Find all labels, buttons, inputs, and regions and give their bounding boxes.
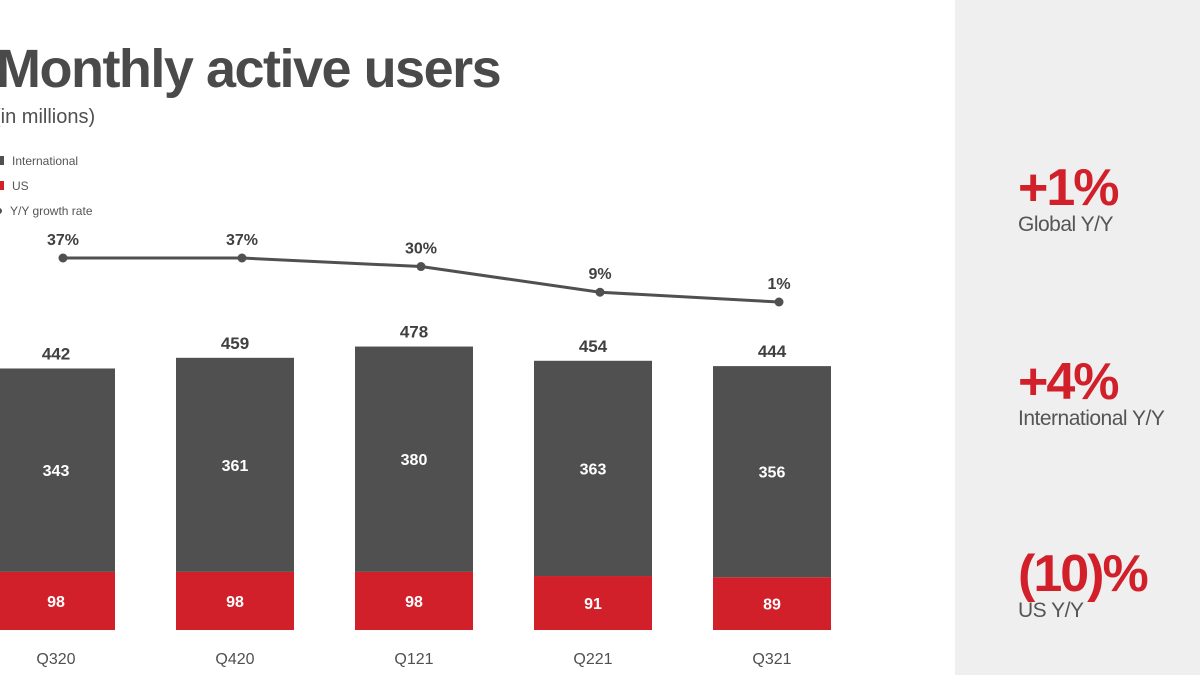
growth-label-Q221: 9% bbox=[588, 266, 611, 283]
growth-point-Q320 bbox=[58, 253, 68, 263]
label-total-Q121: 478 bbox=[400, 323, 428, 342]
bar-international-Q221 bbox=[534, 360, 652, 577]
label-international-Q420: 361 bbox=[222, 458, 249, 475]
label-us-Q420: 98 bbox=[226, 594, 244, 611]
tick-label-Q221: Q221 bbox=[573, 651, 612, 668]
label-us-Q121: 98 bbox=[405, 594, 423, 611]
legend: International US Y/Y growth rate bbox=[0, 148, 93, 223]
tick-label-Q321: Q321 bbox=[752, 651, 791, 668]
bar-us-Q321 bbox=[713, 577, 831, 630]
tick-label-Q121: Q121 bbox=[394, 651, 433, 668]
legend-label-international: International bbox=[12, 153, 79, 168]
label-total-Q321: 444 bbox=[758, 342, 787, 361]
bar-international-Q121 bbox=[355, 346, 473, 572]
stat-global-value: +1% bbox=[1018, 159, 1120, 217]
bar-us-Q320 bbox=[0, 571, 115, 630]
legend-item-growth-rate: Y/Y growth rate bbox=[0, 198, 93, 223]
label-total-Q221: 454 bbox=[579, 337, 608, 356]
legend-marker-growth-rate bbox=[0, 207, 2, 214]
growth-point-Q321 bbox=[774, 297, 784, 307]
bar-international-Q420 bbox=[176, 357, 294, 572]
bar-international-Q321 bbox=[713, 366, 831, 578]
legend-item-us: US bbox=[0, 173, 93, 198]
growth-label-Q320: 37% bbox=[47, 232, 79, 249]
label-international-Q321: 356 bbox=[759, 465, 786, 482]
legend-swatch-us bbox=[0, 181, 4, 190]
stat-us-value: (10)% bbox=[1018, 545, 1149, 603]
growth-point-Q420 bbox=[237, 253, 247, 263]
label-total-Q320: 442 bbox=[42, 344, 70, 363]
stat-international-value: +4% bbox=[1018, 353, 1120, 411]
chart-subtitle: (in millions) bbox=[0, 106, 96, 128]
stat-us-label: US Y/Y bbox=[1018, 599, 1084, 622]
label-international-Q221: 363 bbox=[580, 461, 607, 478]
legend-label-us: US bbox=[12, 178, 29, 193]
bar-international-Q320 bbox=[0, 368, 115, 572]
stat-global: +1% Global Y/Y bbox=[1018, 159, 1120, 236]
tick-label-Q420: Q420 bbox=[215, 651, 254, 668]
growth-label-Q321: 1% bbox=[767, 276, 790, 293]
label-total-Q420: 459 bbox=[221, 334, 249, 353]
stat-international-label: International Y/Y bbox=[1018, 407, 1165, 430]
bar-us-Q121 bbox=[355, 571, 473, 630]
growth-point-Q221 bbox=[595, 287, 605, 297]
growth-point-Q121 bbox=[416, 262, 426, 272]
label-us-Q321: 89 bbox=[763, 597, 781, 614]
chart-title: Monthly active users bbox=[0, 39, 502, 99]
label-international-Q320: 343 bbox=[43, 463, 70, 480]
bar-us-Q221 bbox=[534, 576, 652, 630]
growth-label-Q420: 37% bbox=[226, 232, 258, 249]
label-international-Q121: 380 bbox=[401, 452, 428, 469]
mau-chart: 98 343 442 Q320 98 361 459 Q420 98 380 478 Q121 91 36… bbox=[0, 232, 831, 668]
label-us-Q221: 91 bbox=[584, 596, 602, 613]
stat-global-label: Global Y/Y bbox=[1018, 213, 1114, 236]
yy-summary-panel: +1% Global Y/Y +4% International Y/Y (10… bbox=[955, 0, 1200, 675]
growth-label-Q121: 30% bbox=[405, 241, 437, 258]
legend-swatch-international bbox=[0, 156, 4, 165]
legend-label-growth-rate: Y/Y growth rate bbox=[10, 203, 93, 218]
stat-international: +4% International Y/Y bbox=[1018, 353, 1165, 430]
tick-label-Q320: Q320 bbox=[36, 651, 75, 668]
stat-us: (10)% US Y/Y bbox=[1018, 545, 1149, 622]
legend-item-international: International bbox=[0, 148, 93, 173]
bar-us-Q420 bbox=[176, 571, 294, 630]
label-us-Q320: 98 bbox=[47, 594, 65, 611]
